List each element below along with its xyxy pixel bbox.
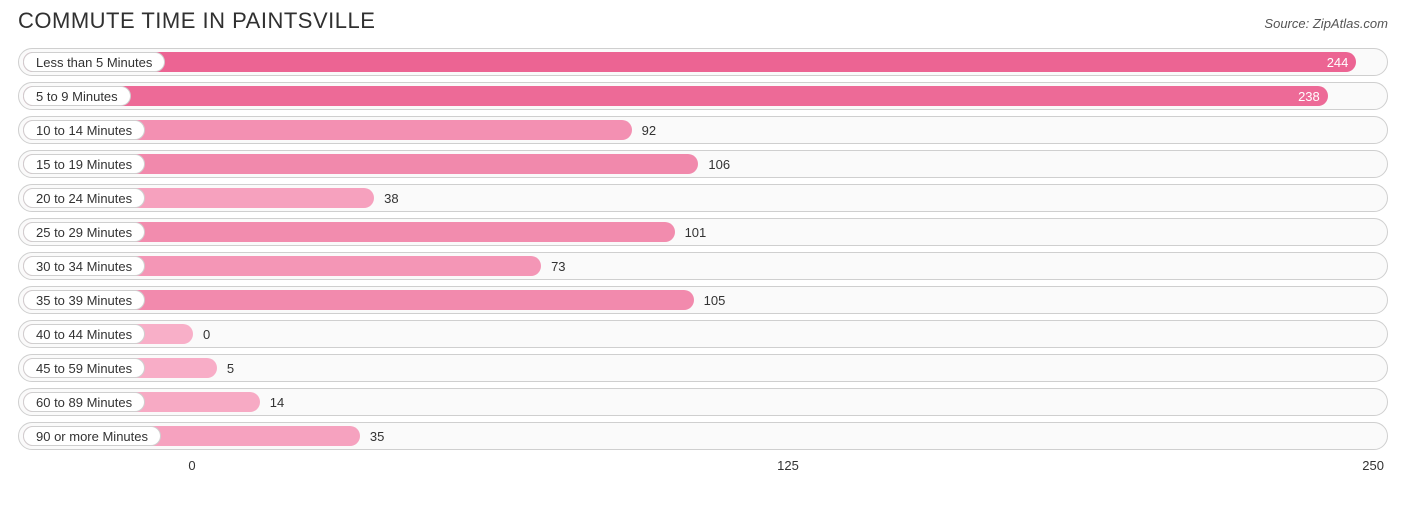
bar-fill [23,86,1328,106]
bar-fill [23,52,1356,72]
bar-category-label: 35 to 39 Minutes [23,290,145,310]
bar-category-label: 40 to 44 Minutes [23,324,145,344]
bar-category-label: 90 or more Minutes [23,426,161,446]
bar-category-label: 20 to 24 Minutes [23,188,145,208]
bar-row: 20 to 24 Minutes 38 [18,184,1388,212]
bar-value-label: 0 [203,321,210,347]
bar-track [23,188,1383,208]
bar-track [23,154,1383,174]
chart-source: Source: ZipAtlas.com [1264,16,1388,31]
chart-title: COMMUTE TIME IN PAINTSVILLE [18,8,375,34]
bar-row: 5 to 9 Minutes 238 [18,82,1388,110]
bar-value-label: 238 [1298,83,1320,109]
bar-track [23,392,1383,412]
bar-row: 90 or more Minutes 35 [18,422,1388,450]
bar-track [23,52,1383,72]
axis-tick: 125 [777,458,799,473]
bar-track [23,120,1383,140]
x-axis: 0 125 250 [18,456,1388,480]
bar-value-label: 14 [270,389,284,415]
bar-category-label: 5 to 9 Minutes [23,86,131,106]
bar-category-label: 25 to 29 Minutes [23,222,145,242]
axis-tick: 0 [188,458,195,473]
bar-chart: Less than 5 Minutes 244 5 to 9 Minutes 238 1… [18,48,1388,450]
bar-track [23,426,1383,446]
bar-category-label: 45 to 59 Minutes [23,358,145,378]
bar-category-label: 10 to 14 Minutes [23,120,145,140]
bar-category-label: 15 to 19 Minutes [23,154,145,174]
bar-row: 35 to 39 Minutes 105 [18,286,1388,314]
bar-category-label: 60 to 89 Minutes [23,392,145,412]
bar-row: Less than 5 Minutes 244 [18,48,1388,76]
bar-value-label: 35 [370,423,384,449]
bar-row: 15 to 19 Minutes 106 [18,150,1388,178]
bar-value-label: 106 [708,151,730,177]
bar-track [23,324,1383,344]
bar-track [23,256,1383,276]
bar-category-label: Less than 5 Minutes [23,52,165,72]
bar-category-label: 30 to 34 Minutes [23,256,145,276]
bar-row: 40 to 44 Minutes 0 [18,320,1388,348]
bar-row: 60 to 89 Minutes 14 [18,388,1388,416]
bar-track [23,86,1383,106]
source-prefix: Source: [1264,16,1309,31]
bar-row: 30 to 34 Minutes 73 [18,252,1388,280]
chart-container: COMMUTE TIME IN PAINTSVILLE Source: ZipA… [0,0,1406,524]
bar-value-label: 101 [685,219,707,245]
bar-row: 25 to 29 Minutes 101 [18,218,1388,246]
bar-value-label: 38 [384,185,398,211]
bar-value-label: 105 [704,287,726,313]
bar-value-label: 244 [1327,49,1349,75]
axis-tick: 250 [1362,458,1384,473]
bar-value-label: 5 [227,355,234,381]
bar-row: 10 to 14 Minutes 92 [18,116,1388,144]
chart-header: COMMUTE TIME IN PAINTSVILLE Source: ZipA… [18,8,1388,40]
bar-value-label: 73 [551,253,565,279]
bar-row: 45 to 59 Minutes 5 [18,354,1388,382]
source-name: ZipAtlas.com [1313,16,1388,31]
bar-value-label: 92 [642,117,656,143]
